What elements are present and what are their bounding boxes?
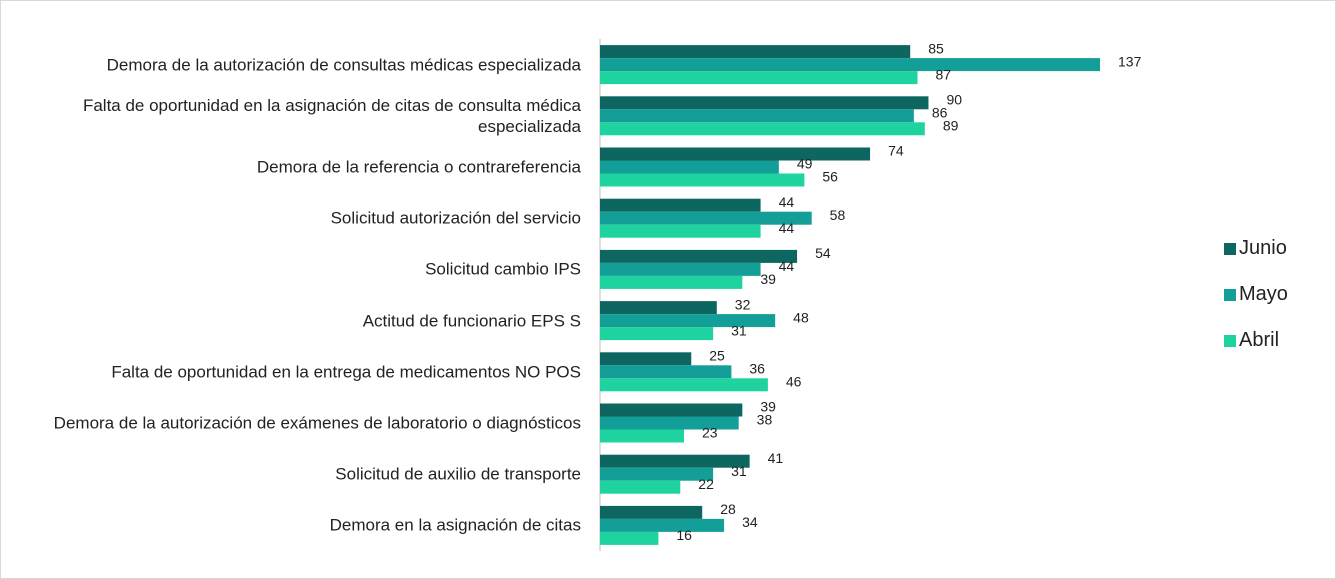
value-label: 54 — [815, 245, 831, 261]
legend-swatch — [1224, 334, 1236, 347]
bar — [600, 160, 779, 174]
bar — [600, 58, 1100, 72]
bar — [600, 429, 684, 443]
value-label: 46 — [786, 374, 802, 390]
bar — [600, 352, 692, 366]
value-label: 86 — [932, 105, 948, 121]
value-label: 44 — [779, 258, 795, 274]
value-label: 16 — [676, 527, 692, 543]
bar — [600, 416, 739, 430]
value-label: 85 — [928, 40, 944, 56]
bar — [600, 71, 918, 85]
bar — [600, 301, 717, 315]
legend-label: Junio — [1239, 237, 1287, 259]
bar — [600, 224, 761, 238]
category-label: Solicitud cambio IPS — [425, 259, 581, 279]
value-label: 89 — [943, 118, 959, 134]
category-label: Demora de la autorización de exámenes de… — [53, 413, 581, 433]
legend-swatch — [1224, 242, 1236, 255]
bar — [600, 480, 681, 494]
category-label: Demora de la referencia o contrareferenc… — [256, 157, 581, 177]
value-label: 56 — [822, 169, 838, 185]
value-label: 31 — [731, 463, 747, 479]
bar — [600, 505, 703, 519]
value-label: 58 — [830, 207, 846, 223]
value-label: 39 — [760, 399, 776, 415]
value-label: 34 — [742, 514, 758, 530]
category-label: Falta de oportunidad en la asignación de… — [82, 95, 581, 136]
legend-item: Abril — [1224, 329, 1279, 352]
category-label: Actitud de funcionario EPS S — [362, 311, 581, 331]
value-label: 39 — [760, 271, 776, 287]
bar — [600, 198, 761, 212]
bar — [600, 275, 743, 289]
value-label: 48 — [793, 309, 809, 325]
bar — [600, 327, 714, 341]
category-label: Demora de la autorización de consultas m… — [106, 55, 581, 75]
bar — [600, 147, 871, 161]
legend-swatch — [1224, 288, 1236, 301]
value-label: 49 — [797, 156, 813, 172]
bar — [600, 262, 761, 276]
bar — [600, 531, 659, 545]
value-label: 31 — [731, 322, 747, 338]
category-label: Solicitud de auxilio de transporte — [335, 464, 581, 484]
value-label: 22 — [698, 476, 714, 492]
category-label: Falta de oportunidad en la entrega de me… — [111, 362, 581, 382]
bar — [600, 109, 914, 123]
value-label: 38 — [757, 412, 773, 428]
category-label: Solicitud autorización del servicio — [330, 208, 581, 228]
value-label: 44 — [779, 194, 795, 210]
bar — [600, 467, 714, 481]
value-label: 90 — [946, 92, 962, 108]
category-label: Demora en la asignación de citas — [329, 515, 581, 535]
value-label: 87 — [936, 66, 952, 82]
bar — [600, 211, 812, 225]
bar — [600, 365, 732, 379]
bar — [600, 96, 929, 110]
legend-label: Mayo — [1239, 283, 1288, 305]
legend-label: Abril — [1239, 329, 1280, 351]
legend-item: Junio — [1224, 237, 1287, 260]
value-label: 36 — [749, 361, 765, 377]
bar — [600, 173, 805, 187]
value-label: 74 — [888, 143, 904, 159]
value-label: 28 — [720, 501, 736, 517]
bar — [600, 314, 776, 328]
bar — [600, 403, 743, 417]
value-label: 32 — [735, 296, 751, 312]
value-label: 23 — [702, 425, 718, 441]
bar — [600, 249, 798, 263]
value-label: 44 — [779, 220, 795, 236]
bar — [600, 518, 725, 532]
bar — [600, 122, 925, 136]
bar — [600, 45, 911, 59]
bar — [600, 454, 750, 468]
value-label: 137 — [1118, 53, 1142, 69]
legend-item: Mayo — [1224, 283, 1288, 306]
value-label: 41 — [768, 450, 784, 466]
bar — [600, 378, 768, 392]
value-label: 25 — [709, 348, 725, 364]
